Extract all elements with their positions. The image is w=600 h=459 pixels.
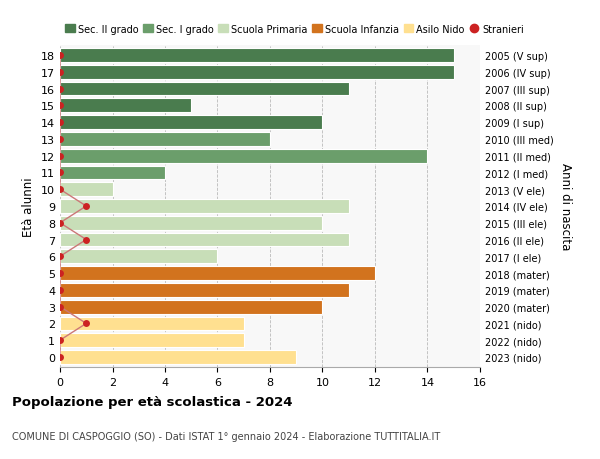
Text: Popolazione per età scolastica - 2024: Popolazione per età scolastica - 2024: [12, 395, 293, 408]
Bar: [60, 217, 323, 230]
Bar: [60, 183, 113, 196]
Y-axis label: Anni di nascita: Anni di nascita: [559, 163, 572, 250]
Bar: [60, 350, 296, 364]
Bar: [60, 66, 454, 79]
Bar: [60, 83, 349, 96]
Bar: [60, 49, 454, 63]
Bar: [60, 133, 270, 146]
Bar: [60, 166, 165, 180]
Bar: [60, 233, 349, 247]
Text: COMUNE DI CASPOGGIO (SO) - Dati ISTAT 1° gennaio 2024 - Elaborazione TUTTITALIA.: COMUNE DI CASPOGGIO (SO) - Dati ISTAT 1°…: [12, 431, 440, 442]
Bar: [60, 267, 375, 280]
Legend: Sec. II grado, Sec. I grado, Scuola Primaria, Scuola Infanzia, Asilo Nido, Stran: Sec. II grado, Sec. I grado, Scuola Prim…: [65, 25, 524, 34]
Bar: [60, 150, 427, 163]
Bar: [60, 283, 349, 297]
Bar: [60, 116, 323, 130]
Bar: [60, 300, 323, 314]
Bar: [60, 334, 244, 347]
Bar: [60, 200, 349, 213]
Bar: [60, 250, 217, 263]
Bar: [60, 99, 191, 113]
Bar: [60, 317, 244, 330]
Y-axis label: Età alunni: Età alunni: [22, 177, 35, 236]
